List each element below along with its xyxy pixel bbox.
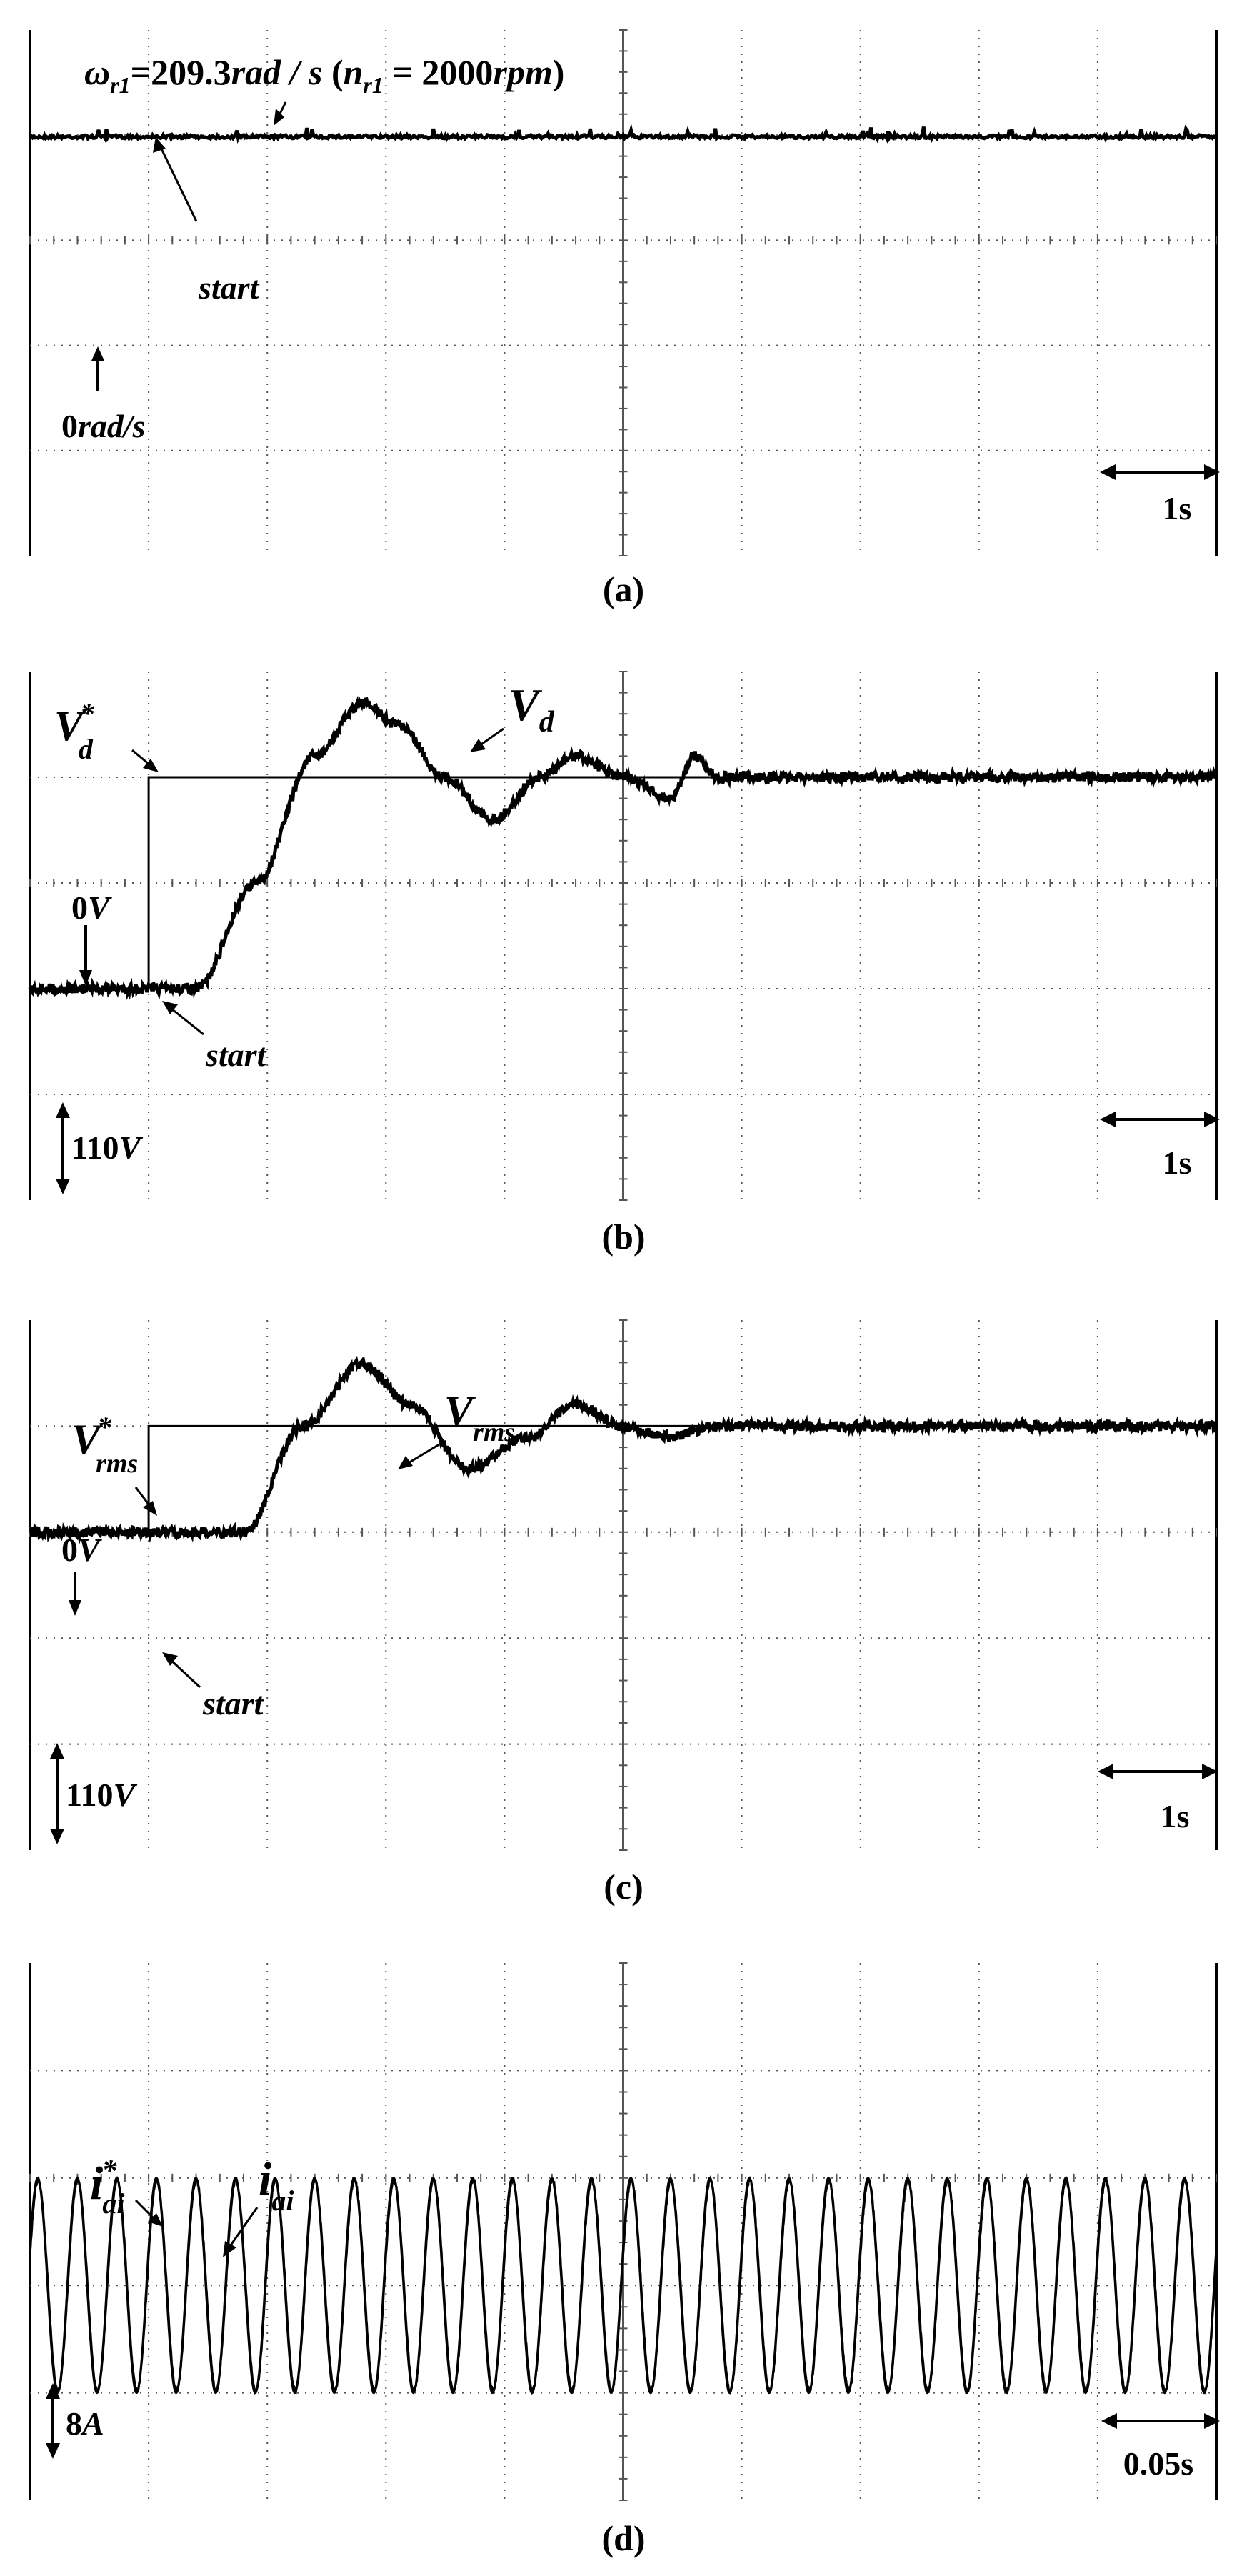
panel-d-caption: (d) <box>601 2518 645 2558</box>
panel-b-ref-arrowhead <box>143 759 159 772</box>
panel-b-volt-scale: 110V <box>56 1102 143 1194</box>
panel-b-meas-label: Vd <box>509 679 555 739</box>
panel-a-top-arrowhead <box>274 109 284 126</box>
panel-c-start-arrow <box>166 1656 201 1689</box>
panel-b-ref-label: V* d <box>54 697 95 765</box>
panel-c-grid <box>29 1319 1218 1851</box>
panel-b-time-scale: 1s <box>1100 1112 1220 1181</box>
panel-a-time-scale-label: 1s <box>1163 490 1192 526</box>
panel-b-start-arrow <box>167 1004 204 1036</box>
panel-b-zero-arrowhead <box>79 970 92 986</box>
panel-a-speed-trace <box>29 123 1218 144</box>
panel-d-meas-arrowhead <box>223 2241 236 2257</box>
panel-c-volt-scale: 110V <box>50 1743 137 1844</box>
panel-d-time-scale: 0.05s <box>1101 2413 1220 2482</box>
panel-d-grid <box>29 1962 1218 2501</box>
panel-c-volt-scale-label: 110V <box>66 1777 137 1813</box>
panel-a-zero-arrowhead <box>91 346 104 361</box>
panel-a-time-scale: 1s <box>1100 464 1220 526</box>
panel-c-start-arrowhead <box>162 1652 178 1666</box>
panel-c-measured-trace <box>29 1355 1218 1544</box>
panel-c-meas-arrowhead <box>398 1456 413 1469</box>
panel-a-start-arrowhead <box>153 137 166 153</box>
panel-d-meas-label: iai <box>259 2153 294 2217</box>
panel-d-time-scale-label: 0.05s <box>1123 2445 1193 2482</box>
panel-c: V* rms Vrms 0V start 110V 1s (c) <box>29 1319 1218 1907</box>
panel-c-zero-arrowhead <box>69 1600 81 1616</box>
panel-c-meas-label: Vrms <box>444 1387 515 1447</box>
panel-c-time-scale: 1s <box>1098 1764 1218 1834</box>
panel-c-caption: (c) <box>604 1867 643 1907</box>
panel-b-zero-label: 0V <box>71 889 112 926</box>
panel-b-start-label: start <box>205 1037 267 1073</box>
panel-b-grid <box>29 671 1218 1201</box>
panel-d-current-scale: 8A <box>46 2383 104 2459</box>
panel-a-speed-label: ωr1=209.3rad / s (nr1 = 2000rpm) <box>84 52 564 98</box>
panel-c-zero-label: 0V <box>61 1532 102 1568</box>
panel-a: ωr1=209.3rad / s (nr1 = 2000rpm) start 0… <box>29 29 1220 609</box>
panel-b-time-scale-label: 1s <box>1163 1144 1192 1181</box>
panel-b-volt-scale-label: 110V <box>71 1129 143 1166</box>
panel-d-ref-label: i* ai <box>90 2155 124 2220</box>
panel-a-start-arrow <box>157 142 198 222</box>
panel-b-caption: (b) <box>601 1217 645 1257</box>
panel-a-caption: (a) <box>603 569 644 609</box>
panel-b-meas-arrowhead <box>470 739 486 752</box>
panel-d-current-scale-label: 8A <box>66 2405 104 2442</box>
panel-c-start-label: start <box>202 1685 264 1722</box>
panel-c-time-scale-label: 1s <box>1161 1798 1190 1834</box>
panel-c-ref-label: V* rms <box>71 1411 138 1479</box>
panel-a-zero-label: 0rad/s <box>61 408 146 444</box>
panel-d-meas-arrow <box>226 2207 259 2251</box>
panel-a-start-label: start <box>198 269 260 306</box>
panel-d: i* ai iai 8A 0.05s (d) <box>29 1962 1220 2558</box>
panel-c-ref-arrowhead <box>143 1501 157 1516</box>
panel-d-ref-arrowhead <box>148 2213 163 2227</box>
panel-b-measured-trace <box>28 695 1218 1001</box>
panel-b-start-arrowhead <box>162 1001 178 1014</box>
panel-d-measured-trace <box>29 2175 1218 2396</box>
panel-b: V* d Vd 0V start 110V 1s (b) <box>28 671 1220 1257</box>
